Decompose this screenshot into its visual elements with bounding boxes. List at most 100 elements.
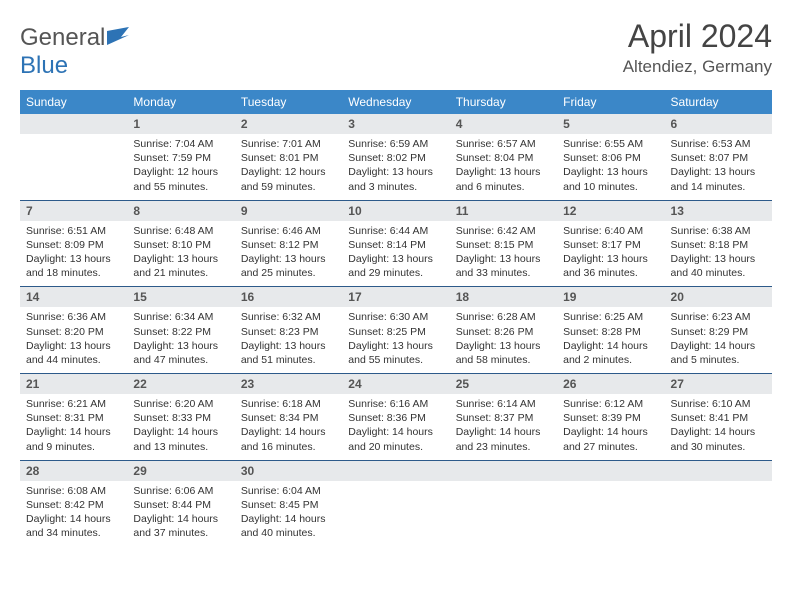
daylight-text: Daylight: 13 hours and 44 minutes. bbox=[26, 339, 121, 367]
sunrise-text: Sunrise: 6:59 AM bbox=[348, 137, 443, 151]
sunset-text: Sunset: 8:15 PM bbox=[456, 238, 551, 252]
sunrise-text: Sunrise: 6:57 AM bbox=[456, 137, 551, 151]
sunset-text: Sunset: 8:09 PM bbox=[26, 238, 121, 252]
daylight-text: Daylight: 13 hours and 51 minutes. bbox=[241, 339, 336, 367]
day-number: 23 bbox=[235, 374, 342, 394]
sunset-text: Sunset: 8:29 PM bbox=[671, 325, 766, 339]
calendar-cell: 23Sunrise: 6:18 AMSunset: 8:34 PMDayligh… bbox=[235, 374, 342, 461]
calendar-cell: 24Sunrise: 6:16 AMSunset: 8:36 PMDayligh… bbox=[342, 374, 449, 461]
day-details: Sunrise: 6:38 AMSunset: 8:18 PMDaylight:… bbox=[665, 221, 772, 287]
brand-name: GeneralBlue bbox=[20, 24, 129, 80]
page-title: April 2024 bbox=[623, 18, 772, 55]
calendar-cell: 11Sunrise: 6:42 AMSunset: 8:15 PMDayligh… bbox=[450, 200, 557, 287]
day-number: 5 bbox=[557, 114, 664, 134]
daylight-text: Daylight: 14 hours and 30 minutes. bbox=[671, 425, 766, 453]
calendar-cell: 26Sunrise: 6:12 AMSunset: 8:39 PMDayligh… bbox=[557, 374, 664, 461]
day-details bbox=[557, 481, 664, 490]
daylight-text: Daylight: 14 hours and 9 minutes. bbox=[26, 425, 121, 453]
day-details: Sunrise: 6:12 AMSunset: 8:39 PMDaylight:… bbox=[557, 394, 664, 460]
sunset-text: Sunset: 8:20 PM bbox=[26, 325, 121, 339]
day-number: 19 bbox=[557, 287, 664, 307]
sunrise-text: Sunrise: 6:08 AM bbox=[26, 484, 121, 498]
calendar-cell: 17Sunrise: 6:30 AMSunset: 8:25 PMDayligh… bbox=[342, 287, 449, 374]
day-details bbox=[450, 481, 557, 490]
day-number: 12 bbox=[557, 201, 664, 221]
sunset-text: Sunset: 8:06 PM bbox=[563, 151, 658, 165]
day-details: Sunrise: 6:55 AMSunset: 8:06 PMDaylight:… bbox=[557, 134, 664, 200]
calendar-cell: 29Sunrise: 6:06 AMSunset: 8:44 PMDayligh… bbox=[127, 460, 234, 546]
day-number: 11 bbox=[450, 201, 557, 221]
calendar-cell: 13Sunrise: 6:38 AMSunset: 8:18 PMDayligh… bbox=[665, 200, 772, 287]
day-details bbox=[665, 481, 772, 490]
day-details bbox=[342, 481, 449, 490]
day-number: 8 bbox=[127, 201, 234, 221]
day-details bbox=[20, 134, 127, 143]
day-details: Sunrise: 6:10 AMSunset: 8:41 PMDaylight:… bbox=[665, 394, 772, 460]
day-details: Sunrise: 6:25 AMSunset: 8:28 PMDaylight:… bbox=[557, 307, 664, 373]
sunrise-text: Sunrise: 6:42 AM bbox=[456, 224, 551, 238]
calendar-row: 7Sunrise: 6:51 AMSunset: 8:09 PMDaylight… bbox=[20, 200, 772, 287]
sunset-text: Sunset: 8:37 PM bbox=[456, 411, 551, 425]
daylight-text: Daylight: 13 hours and 10 minutes. bbox=[563, 165, 658, 193]
sunset-text: Sunset: 8:34 PM bbox=[241, 411, 336, 425]
sunrise-text: Sunrise: 6:55 AM bbox=[563, 137, 658, 151]
day-details: Sunrise: 7:01 AMSunset: 8:01 PMDaylight:… bbox=[235, 134, 342, 200]
sunset-text: Sunset: 8:07 PM bbox=[671, 151, 766, 165]
sunset-text: Sunset: 8:28 PM bbox=[563, 325, 658, 339]
day-number: 7 bbox=[20, 201, 127, 221]
daylight-text: Daylight: 14 hours and 23 minutes. bbox=[456, 425, 551, 453]
sunset-text: Sunset: 8:14 PM bbox=[348, 238, 443, 252]
day-details: Sunrise: 6:42 AMSunset: 8:15 PMDaylight:… bbox=[450, 221, 557, 287]
day-number: 26 bbox=[557, 374, 664, 394]
calendar-cell bbox=[557, 460, 664, 546]
sunset-text: Sunset: 8:39 PM bbox=[563, 411, 658, 425]
daylight-text: Daylight: 13 hours and 18 minutes. bbox=[26, 252, 121, 280]
calendar-cell: 12Sunrise: 6:40 AMSunset: 8:17 PMDayligh… bbox=[557, 200, 664, 287]
day-number bbox=[450, 461, 557, 481]
day-details: Sunrise: 6:18 AMSunset: 8:34 PMDaylight:… bbox=[235, 394, 342, 460]
sunrise-text: Sunrise: 6:20 AM bbox=[133, 397, 228, 411]
day-details: Sunrise: 6:59 AMSunset: 8:02 PMDaylight:… bbox=[342, 134, 449, 200]
day-details: Sunrise: 6:34 AMSunset: 8:22 PMDaylight:… bbox=[127, 307, 234, 373]
day-details: Sunrise: 6:40 AMSunset: 8:17 PMDaylight:… bbox=[557, 221, 664, 287]
sunrise-text: Sunrise: 6:12 AM bbox=[563, 397, 658, 411]
sunset-text: Sunset: 8:36 PM bbox=[348, 411, 443, 425]
sunrise-text: Sunrise: 6:06 AM bbox=[133, 484, 228, 498]
sunset-text: Sunset: 8:12 PM bbox=[241, 238, 336, 252]
brand-name-part1: General bbox=[20, 24, 105, 51]
daylight-text: Daylight: 13 hours and 21 minutes. bbox=[133, 252, 228, 280]
brand-name-part2: Blue bbox=[20, 52, 68, 79]
sunrise-text: Sunrise: 6:36 AM bbox=[26, 310, 121, 324]
day-number: 14 bbox=[20, 287, 127, 307]
calendar-cell: 20Sunrise: 6:23 AMSunset: 8:29 PMDayligh… bbox=[665, 287, 772, 374]
sunrise-text: Sunrise: 6:38 AM bbox=[671, 224, 766, 238]
daylight-text: Daylight: 13 hours and 47 minutes. bbox=[133, 339, 228, 367]
calendar-row: 28Sunrise: 6:08 AMSunset: 8:42 PMDayligh… bbox=[20, 460, 772, 546]
day-number: 22 bbox=[127, 374, 234, 394]
day-number: 4 bbox=[450, 114, 557, 134]
day-details: Sunrise: 6:08 AMSunset: 8:42 PMDaylight:… bbox=[20, 481, 127, 547]
day-details: Sunrise: 6:57 AMSunset: 8:04 PMDaylight:… bbox=[450, 134, 557, 200]
day-details: Sunrise: 6:06 AMSunset: 8:44 PMDaylight:… bbox=[127, 481, 234, 547]
calendar-cell: 22Sunrise: 6:20 AMSunset: 8:33 PMDayligh… bbox=[127, 374, 234, 461]
day-details: Sunrise: 6:53 AMSunset: 8:07 PMDaylight:… bbox=[665, 134, 772, 200]
sunrise-text: Sunrise: 6:51 AM bbox=[26, 224, 121, 238]
calendar-cell: 4Sunrise: 6:57 AMSunset: 8:04 PMDaylight… bbox=[450, 114, 557, 200]
sunrise-text: Sunrise: 6:28 AM bbox=[456, 310, 551, 324]
sunrise-text: Sunrise: 6:21 AM bbox=[26, 397, 121, 411]
day-number bbox=[20, 114, 127, 134]
sunset-text: Sunset: 8:01 PM bbox=[241, 151, 336, 165]
sunset-text: Sunset: 8:22 PM bbox=[133, 325, 228, 339]
day-header: Wednesday bbox=[342, 90, 449, 114]
day-number: 28 bbox=[20, 461, 127, 481]
calendar-cell bbox=[450, 460, 557, 546]
day-details: Sunrise: 6:46 AMSunset: 8:12 PMDaylight:… bbox=[235, 221, 342, 287]
day-number: 18 bbox=[450, 287, 557, 307]
day-number bbox=[557, 461, 664, 481]
daylight-text: Daylight: 13 hours and 55 minutes. bbox=[348, 339, 443, 367]
day-number: 30 bbox=[235, 461, 342, 481]
daylight-text: Daylight: 13 hours and 25 minutes. bbox=[241, 252, 336, 280]
sunrise-text: Sunrise: 6:48 AM bbox=[133, 224, 228, 238]
day-number: 25 bbox=[450, 374, 557, 394]
sunrise-text: Sunrise: 6:32 AM bbox=[241, 310, 336, 324]
